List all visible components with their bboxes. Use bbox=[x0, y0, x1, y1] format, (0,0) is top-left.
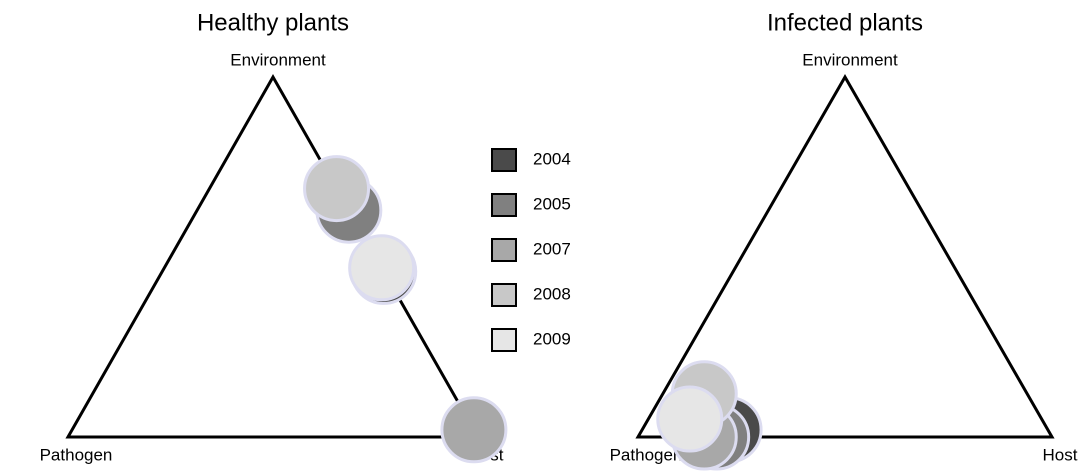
legend-label: 2008 bbox=[533, 284, 571, 303]
legend-label: 2004 bbox=[533, 149, 571, 168]
legend-swatch bbox=[491, 328, 517, 352]
legend-swatch bbox=[491, 148, 517, 172]
vertex-label: Environment bbox=[230, 50, 326, 69]
legend-label: 2005 bbox=[533, 194, 571, 213]
triangle bbox=[65, 73, 481, 439]
bubble bbox=[348, 234, 416, 302]
legend-label: 2007 bbox=[533, 239, 571, 258]
legend-swatch bbox=[491, 283, 517, 307]
triangle bbox=[635, 73, 1055, 439]
legend-label: 2009 bbox=[533, 329, 571, 348]
legend-swatch bbox=[491, 238, 517, 262]
legend-swatch bbox=[491, 193, 517, 217]
bubble bbox=[656, 385, 724, 453]
vertex-label: Host bbox=[1043, 445, 1078, 464]
vertex-label: Pathogen bbox=[40, 445, 113, 464]
bubble bbox=[303, 155, 371, 223]
bubble bbox=[440, 396, 508, 464]
chart-title: Infected plants bbox=[767, 9, 923, 36]
vertex-label: Pathogen bbox=[610, 445, 683, 464]
vertex-label: Environment bbox=[802, 50, 898, 69]
chart-title: Healthy plants bbox=[197, 9, 349, 36]
